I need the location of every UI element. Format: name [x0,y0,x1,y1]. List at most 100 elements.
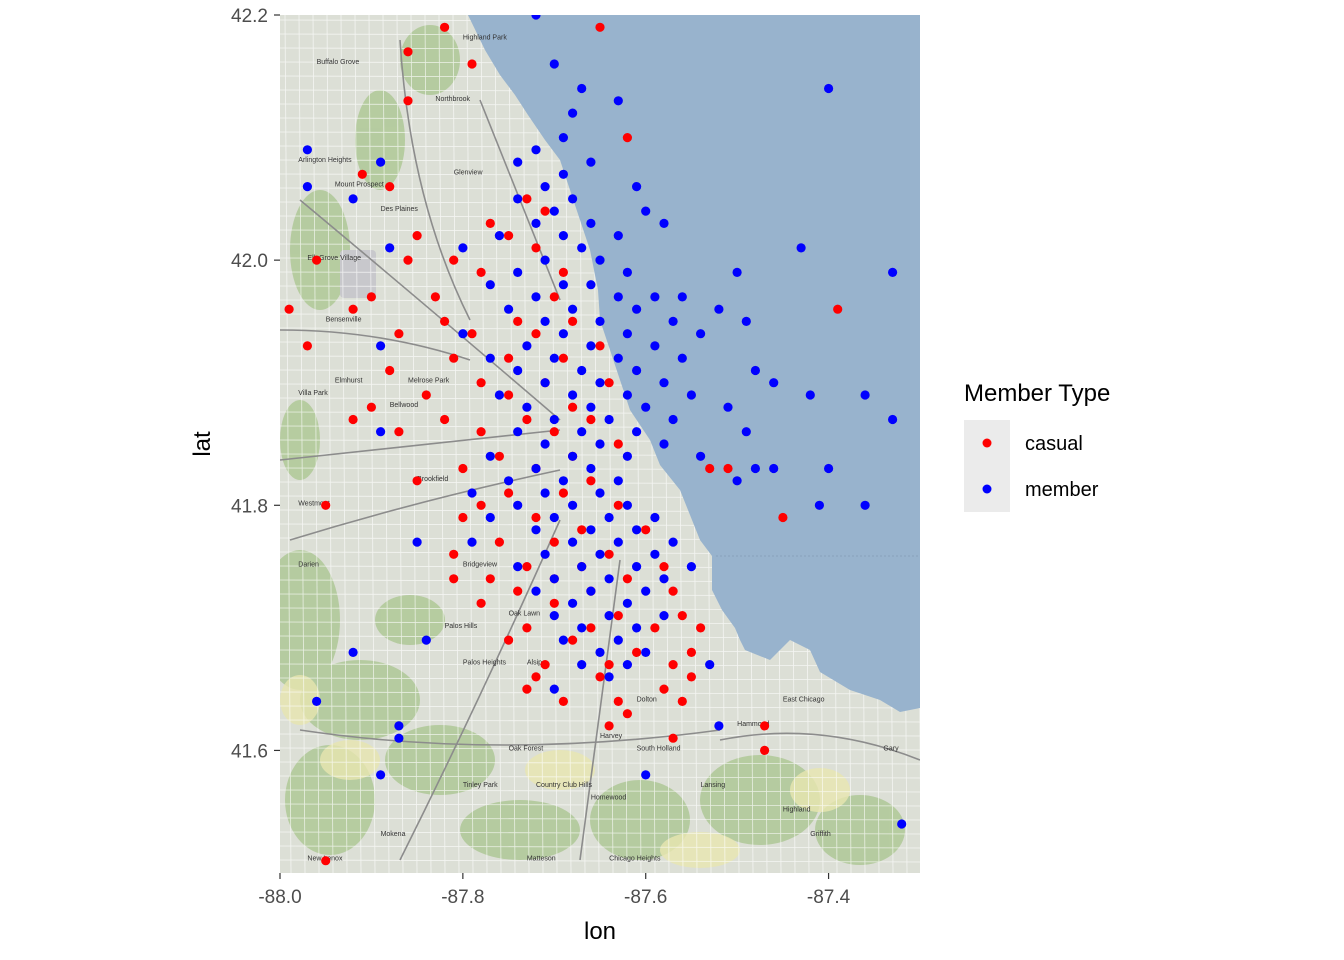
point-member [458,243,468,253]
point-casual [659,684,669,694]
point-member [531,525,541,535]
point-casual [385,182,395,192]
point-member [586,218,596,228]
basemap-highways [280,39,920,861]
point-casual [357,169,367,179]
map-place-label: Des Plaines [381,206,419,213]
point-member [659,611,669,621]
street-line [280,789,920,793]
point-casual [504,390,514,400]
point-member [641,647,651,658]
point-member [595,439,605,449]
point-member [485,512,495,523]
point-casual [412,476,422,486]
point-member [677,292,687,302]
point-member [632,304,642,314]
street-line [280,831,920,835]
point-casual [613,611,623,621]
point-member [586,280,596,290]
point-member [568,390,578,400]
point-casual [650,623,660,633]
point-member [558,169,569,179]
point-member [613,96,623,106]
point-casual [430,292,440,302]
point-member [549,574,559,584]
point-member [696,329,706,339]
point-member [632,525,642,535]
point-casual [321,856,331,866]
point-member [577,427,587,437]
point-casual [613,439,623,449]
map-place-label: Harvey [600,733,623,740]
point-casual [348,304,358,314]
point-casual [321,500,331,510]
y-tick-label: 42.0 [231,251,268,272]
point-member [385,243,395,253]
map-place-label: Griffith [810,831,831,838]
point-member [540,182,550,192]
point-member [376,341,386,351]
point-member [632,562,642,572]
point-casual [540,206,550,216]
point-member [650,292,660,302]
point-casual [696,623,706,633]
point-casual [366,402,376,412]
street-line [494,15,502,873]
point-member [540,439,550,449]
point-member [650,512,660,523]
map-place-label: Bellwood [390,402,419,409]
point-casual [522,414,532,425]
street-line [438,15,446,873]
point-casual [449,353,459,363]
point-member [888,267,898,277]
point-casual [476,500,486,510]
map-place-label: Highland Park [463,35,507,42]
point-member [668,537,678,547]
point-member [376,427,386,437]
point-member [613,231,623,241]
point-casual [302,341,312,351]
point-member [558,231,569,241]
point-casual [403,47,413,57]
x-axis-title: lon [584,918,616,945]
map-place-label: Hammond [737,721,769,728]
point-member [632,365,642,376]
point-casual [504,488,514,498]
map-place-label: Palos Hills [445,623,478,630]
point-member [677,353,687,363]
x-tick-label: -87.8 [441,887,484,908]
street-line [508,15,516,873]
point-member [549,414,559,425]
point-casual [522,194,532,204]
point-member [769,463,779,474]
point-casual [385,365,395,376]
street-line [284,15,292,873]
point-casual [403,96,413,106]
point-casual [531,329,541,339]
point-member [568,598,578,608]
map-place-label: Oak Lawn [509,611,541,618]
point-casual [440,414,450,425]
y-tick-label: 41.8 [231,496,268,517]
point-casual [522,684,532,694]
point-member [467,537,477,547]
point-casual [513,586,523,596]
street-line [280,845,920,849]
point-casual [312,255,322,265]
point-member [577,660,587,670]
street-line [280,719,920,723]
point-casual [504,353,514,363]
point-member [668,316,678,326]
point-casual [284,304,294,314]
map-place-label: Mokena [381,831,406,838]
point-member [549,512,559,523]
point-casual [677,611,687,621]
point-casual [577,525,587,535]
street-line [280,733,920,737]
point-member [741,316,751,326]
point-member [641,402,651,412]
map-place-label: Elk Grove Village [307,255,361,262]
basemap-place-labels: Highland Park Buffalo Grove Northbrook Arli… [298,35,899,863]
point-member [659,378,669,388]
legend: Member Type casual member [964,380,1110,512]
